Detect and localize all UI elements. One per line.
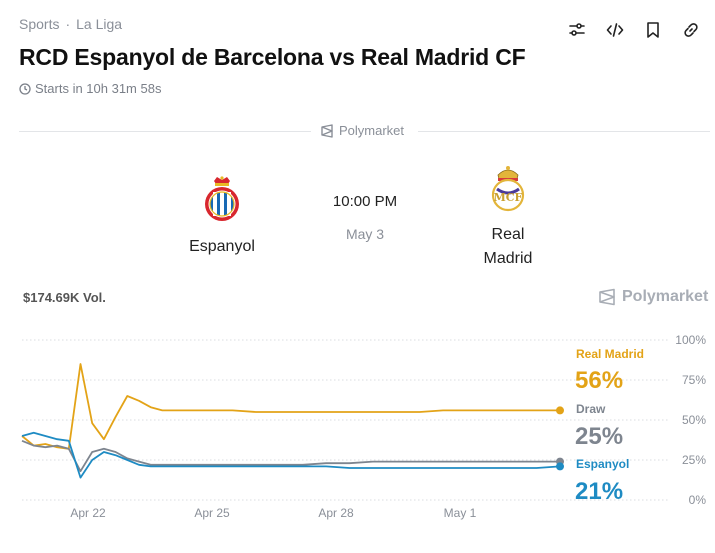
team-home[interactable]: Espanyol <box>172 175 272 259</box>
price-chart[interactable]: 100% 75% 50% 25% 0% Apr 22 Apr 25 Apr 28 May 1 Re… <box>0 320 715 550</box>
team-away[interactable]: MCF Real Madrid <box>458 163 558 271</box>
series-line-draw <box>21 439 560 473</box>
page-title: RCD Espanyol de Barcelona vs Real Madrid… <box>19 44 526 70</box>
x-tick-label: Apr 22 <box>70 506 106 520</box>
polymarket-logo-icon <box>321 123 333 138</box>
legend-percent: 56% <box>575 367 623 394</box>
series-line-real-madrid <box>21 363 560 450</box>
polymarket-brand-small: Polymarket <box>320 123 404 138</box>
clock-icon <box>19 82 31 95</box>
legend-name: Espanyol <box>576 457 629 471</box>
volume-label: $174.69K Vol. <box>23 290 106 305</box>
legend-percent: 21% <box>575 478 623 505</box>
kickoff-time: 10:00 PM <box>332 193 398 210</box>
legend-percent: 25% <box>575 423 623 450</box>
sliders-icon[interactable] <box>567 20 587 40</box>
y-tick-label: 100% <box>675 333 706 347</box>
svg-text:MCF: MCF <box>494 191 523 204</box>
link-icon[interactable] <box>681 20 701 40</box>
start-countdown-text: Starts in 10h 31m 58s <box>35 81 162 96</box>
legend-name: Real Madrid <box>576 347 644 361</box>
legend-name: Draw <box>576 402 606 416</box>
espanyol-crest-icon <box>205 176 239 221</box>
x-tick-label: Apr 25 <box>194 506 230 520</box>
team-home-name: Espanyol <box>189 238 255 255</box>
polymarket-brand-large-text: Polymarket <box>622 288 709 305</box>
series-end-dot <box>556 406 564 415</box>
breadcrumb-sports[interactable]: Sports <box>19 16 60 32</box>
breadcrumb-separator: · <box>65 16 71 32</box>
series-line-espanyol <box>21 431 561 479</box>
polymarket-logo-large-icon <box>599 288 615 306</box>
y-tick-label: 25% <box>682 453 706 467</box>
code-icon[interactable] <box>605 20 625 40</box>
team-away-name-line1: Real <box>491 226 525 243</box>
breadcrumb: Sports · La Liga <box>19 16 122 32</box>
breadcrumb-league[interactable]: La Liga <box>76 16 123 32</box>
polymarket-brand-large: Polymarket <box>598 288 708 306</box>
real-madrid-crest-icon: MCF <box>491 166 525 212</box>
kickoff-info: 10:00 PM May 3 <box>315 193 415 242</box>
y-tick-label: 50% <box>682 413 706 427</box>
kickoff-date: May 3 <box>345 226 385 242</box>
team-away-name-line2: Madrid <box>483 250 533 267</box>
series-end-dot <box>556 462 564 471</box>
x-tick-label: Apr 28 <box>318 506 354 520</box>
divider-right <box>418 131 710 132</box>
divider-left <box>19 131 311 132</box>
x-tick-label: May 1 <box>444 506 477 520</box>
polymarket-brand-small-text: Polymarket <box>339 123 405 138</box>
toolbar <box>567 20 701 40</box>
bookmark-icon[interactable] <box>643 20 663 40</box>
y-tick-label: 0% <box>689 493 707 507</box>
start-countdown: Starts in 10h 31m 58s <box>19 81 161 96</box>
y-tick-label: 75% <box>682 373 706 387</box>
